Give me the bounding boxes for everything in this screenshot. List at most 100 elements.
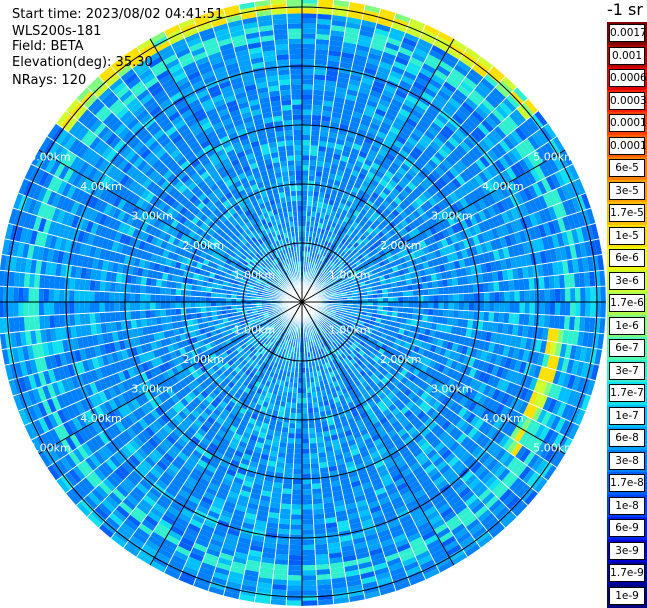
ppi-cell (325, 209, 332, 216)
ppi-cell (451, 132, 464, 145)
ppi-cell (367, 305, 373, 310)
ppi-cell (315, 171, 323, 177)
ppi-cell (481, 361, 490, 373)
ppi-cell (523, 138, 536, 154)
ppi-cell (302, 129, 312, 136)
ppi-cell (429, 140, 441, 152)
ppi-cell (556, 186, 567, 203)
ppi-cell (328, 261, 334, 267)
ppi-cell (334, 314, 340, 319)
ppi-cell (311, 124, 321, 131)
ppi-cell (323, 161, 332, 169)
ppi-cell (476, 359, 486, 371)
ppi-cell (420, 231, 429, 240)
ppi-cell (332, 251, 338, 257)
ppi-cell (361, 260, 368, 267)
ppi-cell (332, 106, 344, 114)
ppi-cell (407, 284, 413, 291)
ppi-cell (473, 302, 480, 312)
ppi-cell (417, 170, 428, 181)
ppi-cell (502, 345, 511, 358)
ppi-cell (510, 370, 519, 384)
ppi-cell (448, 166, 460, 178)
ppi-cell (505, 257, 513, 270)
ppi-cell (285, 453, 295, 459)
ppi-cell (425, 219, 434, 229)
ppi-cell (341, 150, 351, 158)
ppi-cell (302, 226, 306, 232)
ppi-cell (443, 309, 449, 318)
ppi-cell (346, 88, 359, 97)
ppi-cell (463, 284, 469, 294)
ppi-cell (514, 290, 520, 302)
ppi-cell (313, 79, 326, 86)
ppi-cell (486, 132, 499, 146)
ppi-cell (350, 254, 358, 261)
ppi-cell (434, 249, 442, 259)
ppi-cell (514, 372, 524, 386)
ppi-cell (559, 343, 568, 358)
ppi-cell (531, 150, 544, 166)
ppi-cell (599, 270, 606, 287)
ppi-cell (306, 216, 311, 222)
ppi-cell (474, 60, 491, 74)
ppi-cell (349, 260, 356, 267)
ppi-cell (587, 256, 595, 272)
ppi-cell (346, 242, 353, 250)
ppi-cell (336, 76, 350, 85)
ppi-cell (486, 165, 498, 178)
ppi-cell (406, 336, 413, 344)
ppi-cell (342, 253, 349, 260)
ppi-cell (363, 264, 370, 270)
ppi-cell (442, 124, 455, 137)
ppi-cell (451, 342, 459, 353)
ppi-cell (543, 207, 553, 223)
ppi-cell (476, 233, 486, 245)
ppi-cell (453, 352, 461, 362)
ppi-cell (364, 175, 373, 184)
ppi-cell (495, 105, 509, 120)
ppi-cell (556, 401, 567, 418)
ppi-cell (327, 136, 337, 144)
ppi-cell (519, 302, 525, 314)
ppi-cell (458, 258, 466, 269)
ppi-cell (487, 374, 496, 387)
ppi-cell (559, 302, 566, 316)
ppi-cell (360, 328, 367, 335)
ppi-cell (468, 284, 474, 294)
ppi-cell (534, 289, 541, 302)
ppi-cell (549, 248, 558, 263)
ppi-cell (347, 302, 353, 305)
ppi-cell (398, 302, 404, 308)
ppi-cell (568, 273, 576, 288)
ppi-cell (472, 358, 481, 370)
ppi-cell (403, 207, 413, 216)
ppi-cell (341, 46, 356, 55)
ppi-cell (437, 230, 446, 241)
ppi-cell (403, 267, 410, 275)
ppi-cell (302, 69, 315, 75)
ppi-cell (418, 295, 424, 302)
ppi-cell (447, 278, 454, 287)
ppi-cell (390, 98, 404, 108)
ppi-cell (420, 222, 430, 232)
ppi-cell (464, 47, 481, 61)
ppi-cell (527, 325, 534, 339)
ppi-cell (348, 268, 355, 275)
ppi-cell (388, 103, 401, 113)
ppi-cell (319, 186, 327, 194)
ppi-cell (453, 88, 468, 102)
ppi-cell (451, 113, 465, 126)
ppi-cell (518, 230, 528, 244)
ppi-cell (499, 302, 505, 313)
ppi-cell (302, 570, 317, 576)
ppi-cell (488, 112, 502, 126)
ppi-cell (442, 316, 449, 325)
ppi-cell (310, 463, 320, 469)
ppi-cell (302, 175, 309, 181)
ppi-cell (467, 164, 479, 177)
ppi-cell (455, 174, 466, 186)
ppi-cell (338, 272, 345, 278)
ppi-cell (339, 181, 348, 189)
ppi-cell (437, 176, 448, 188)
